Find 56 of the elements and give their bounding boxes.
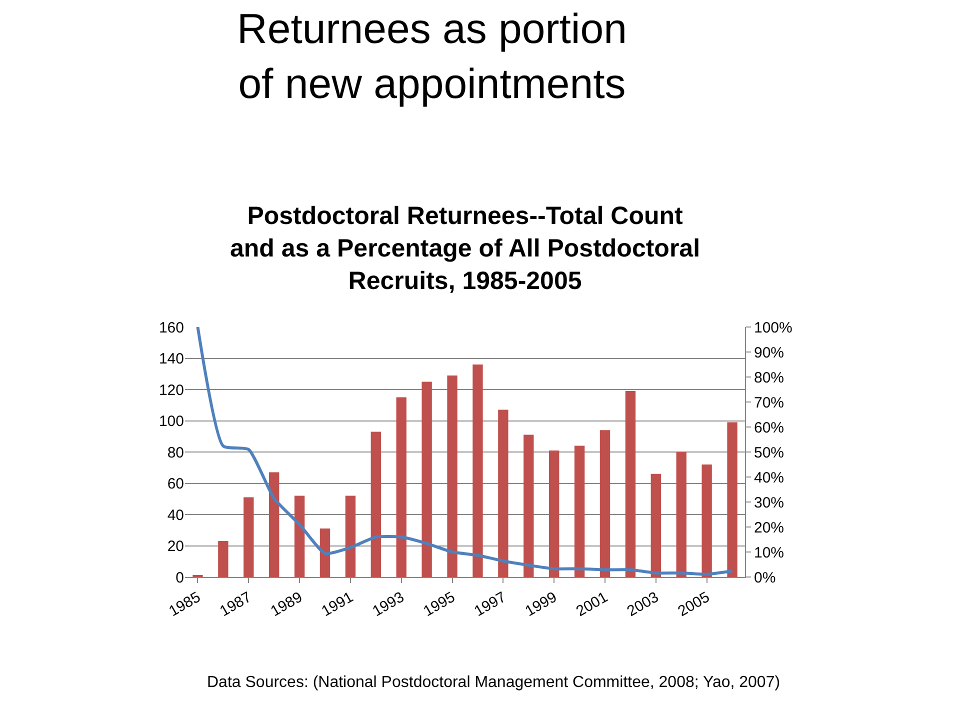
bar bbox=[676, 452, 686, 577]
bar bbox=[396, 397, 406, 577]
y2-tick-label: 20% bbox=[754, 519, 784, 536]
x-tick-label: 1987 bbox=[216, 588, 254, 620]
bar bbox=[370, 432, 381, 577]
bar bbox=[702, 464, 712, 577]
bar bbox=[650, 474, 661, 577]
x-tick-label: 1995 bbox=[420, 588, 458, 620]
y2-tick-label: 30% bbox=[754, 494, 784, 512]
x-tick-label: 2001 bbox=[573, 588, 611, 620]
bar bbox=[447, 375, 458, 577]
y2-tick-label: 0% bbox=[754, 569, 776, 586]
bar bbox=[345, 496, 356, 577]
bar bbox=[269, 472, 280, 577]
bar bbox=[600, 430, 610, 577]
y-tick-label: 40 bbox=[167, 506, 184, 524]
y-tick-label: 140 bbox=[158, 350, 184, 368]
bar bbox=[625, 391, 636, 577]
y2-tick-label: 40% bbox=[754, 469, 784, 486]
y2-tick-label: 10% bbox=[754, 544, 784, 562]
bar bbox=[320, 528, 330, 577]
bar bbox=[727, 422, 738, 577]
y-tick-label: 160 bbox=[158, 319, 184, 336]
x-tick-label: 2005 bbox=[675, 588, 713, 620]
y2-tick-label: 50% bbox=[754, 444, 784, 462]
y-tick-label: 80 bbox=[167, 444, 184, 462]
bar bbox=[574, 446, 585, 577]
y-tick-label: 0 bbox=[176, 569, 184, 586]
x-tick-label: 1985 bbox=[166, 588, 204, 620]
line-series bbox=[196, 327, 734, 576]
y2-tick-label: 90% bbox=[754, 344, 784, 362]
bar bbox=[498, 410, 508, 577]
x-tick-label: 1999 bbox=[522, 588, 560, 620]
x-tick-label: 1989 bbox=[268, 588, 306, 620]
bar bbox=[244, 497, 254, 577]
bar bbox=[549, 450, 560, 577]
y2-tick-label: 70% bbox=[754, 394, 784, 412]
x-tick-label: 2003 bbox=[624, 588, 662, 620]
x-tick-label: 1993 bbox=[370, 588, 408, 620]
bar bbox=[472, 364, 483, 577]
bar bbox=[218, 541, 228, 577]
bar bbox=[422, 382, 432, 577]
y2-tick-label: 80% bbox=[754, 369, 784, 386]
y-tick-label: 100 bbox=[158, 413, 184, 430]
y-tick-label: 20 bbox=[167, 538, 184, 555]
y2-tick-label: 60% bbox=[754, 419, 784, 436]
y2-tick-label: 100% bbox=[754, 319, 792, 336]
chart-subtitle: Postdoctoral Returnees--Total Count and as a Percentage of All Postdoctoral Recruits, 1985-2005 bbox=[230, 202, 700, 295]
bar bbox=[294, 496, 305, 577]
x-tick-label: 1991 bbox=[318, 588, 356, 620]
y-tick-label: 120 bbox=[158, 382, 184, 399]
y-tick-label: 60 bbox=[167, 476, 184, 492]
bar bbox=[524, 434, 534, 577]
text: Data Sources: (National Postdoctoral Management Committee, 2008; Yao, 2007) bbox=[207, 674, 780, 691]
chart-title: Returnees as portion of new appointments bbox=[237, 5, 627, 107]
x-tick-label: 1997 bbox=[472, 588, 509, 620]
